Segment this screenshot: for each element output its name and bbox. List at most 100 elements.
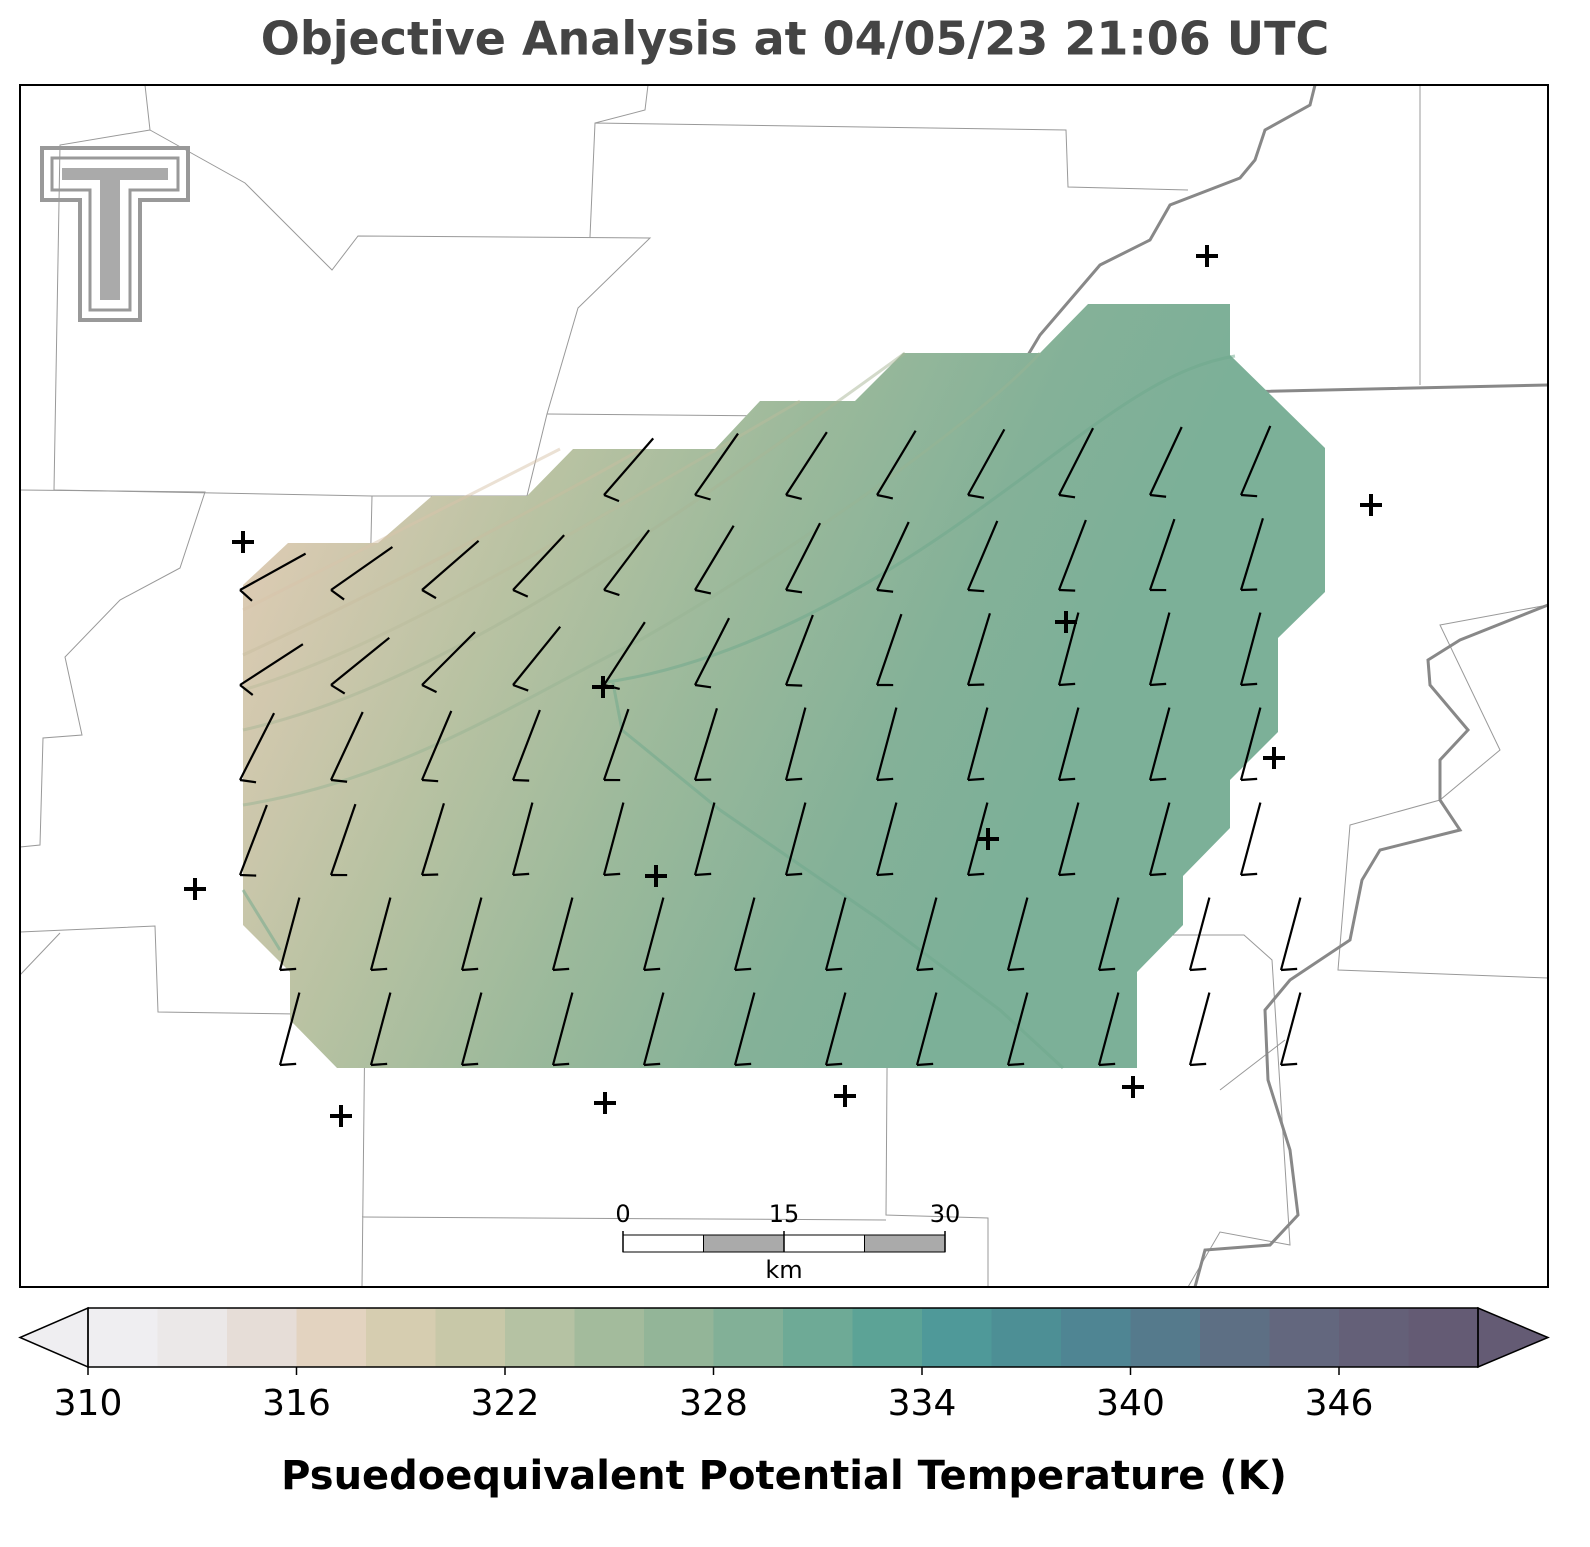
barb-flag [240, 875, 256, 876]
title: Objective Analysis at 04/05/23 21:06 UTC [261, 12, 1330, 66]
barb-flag [1099, 1064, 1115, 1065]
barb-flag [1150, 779, 1166, 780]
barb-flag [1059, 684, 1075, 685]
scale-tick-label: 15 [769, 1200, 800, 1228]
colorbar-label: Psuedoequivalent Potential Temperature (… [281, 1453, 1287, 1499]
colorbar-bin [1409, 1308, 1479, 1367]
colorbar-bin [575, 1308, 645, 1367]
barb-staff [1190, 993, 1209, 1065]
ttu-logo [42, 148, 188, 320]
barb-flag [513, 874, 529, 875]
colorbar-bin [1061, 1308, 1131, 1367]
barb-flag [1241, 495, 1257, 496]
barb-flag [826, 1064, 842, 1065]
barb-staff [1241, 803, 1260, 875]
barb-flag [968, 874, 984, 875]
barb-flag [462, 969, 478, 970]
colorbar-bin [992, 1308, 1062, 1367]
colorbar-tick-label: 340 [1096, 1383, 1165, 1424]
barb-flag [917, 969, 933, 970]
barb-flag [877, 779, 893, 780]
scale-segment [704, 1235, 785, 1252]
barb-flag [695, 779, 711, 780]
barb-flag [1059, 874, 1075, 875]
barb-flag [968, 779, 984, 780]
colorbar-tick-label: 310 [54, 1383, 123, 1424]
colorbar-tick-label: 346 [1305, 1383, 1374, 1424]
barb-flag [1281, 969, 1297, 970]
barb-flag [513, 780, 529, 781]
colorbar-bin [1131, 1308, 1201, 1367]
barb-flag [644, 1064, 660, 1065]
map-panel: 0 15 30 km [20, 85, 1548, 1287]
colorbar-bin [1339, 1308, 1409, 1367]
scale-segment [784, 1235, 865, 1252]
barb-flag [422, 874, 438, 875]
colorbar-bin [88, 1308, 158, 1367]
theta-e-field [243, 304, 1325, 1068]
barb-flag [786, 874, 802, 875]
barb-flag [695, 874, 711, 875]
barb-flag [1008, 969, 1024, 970]
barb-flag [1059, 779, 1075, 780]
colorbar-bin [644, 1308, 714, 1367]
barb-flag [1008, 1064, 1024, 1065]
colorbar-bin [1270, 1308, 1340, 1367]
scale-bar: 0 15 30 km [615, 1200, 960, 1284]
colorbar-bin [783, 1308, 853, 1367]
barb-flag [877, 874, 893, 875]
barb-flag [968, 590, 984, 591]
colorbar-bin [436, 1308, 506, 1367]
barb-flag [604, 874, 620, 875]
barb-flag [1281, 1064, 1297, 1065]
barb-flag [917, 1064, 933, 1065]
scale-segment [865, 1235, 946, 1252]
barb-flag [462, 1064, 478, 1065]
barb-flag [644, 969, 660, 970]
colorbar-tick-label: 328 [679, 1383, 748, 1424]
barb-flag [280, 1064, 296, 1065]
colorbar-bin [297, 1308, 367, 1367]
scale-tick-label: 30 [930, 1200, 961, 1228]
barb-flag [1099, 969, 1115, 970]
barb-flag [826, 969, 842, 970]
barb-flag [1241, 684, 1257, 685]
barb-flag [786, 685, 802, 686]
colorbar: 310 316 322 328 334 340 346 [20, 1308, 1548, 1424]
barb-flag [1150, 874, 1166, 875]
barb-flag [422, 780, 438, 781]
barb-flag [786, 779, 802, 780]
barb-flag [553, 1064, 569, 1065]
scale-unit: km [765, 1256, 802, 1284]
barb-flag [371, 1064, 387, 1065]
barb-flag [735, 1064, 751, 1065]
barb-staff [1281, 993, 1300, 1065]
scale-tick-label: 0 [615, 1200, 630, 1228]
barb-flag [1190, 1064, 1206, 1065]
barb-flag [1241, 874, 1257, 875]
barb-flag [280, 969, 296, 970]
colorbar-bin [158, 1308, 228, 1367]
barb-flag [1150, 684, 1166, 685]
barb-flag [735, 969, 751, 970]
colorbar-tick-label: 334 [888, 1383, 957, 1424]
colorbar-bin [366, 1308, 436, 1367]
colorbar-bin [922, 1308, 992, 1367]
barb-flag [371, 969, 387, 970]
colorbar-tick-label: 322 [471, 1383, 540, 1424]
barb-flag [1190, 969, 1206, 970]
barb-staff [1281, 898, 1300, 970]
colorbar-extend-high [1478, 1308, 1548, 1367]
colorbar-bin [714, 1308, 784, 1367]
colorbar-bin [227, 1308, 297, 1367]
barb-flag [1241, 589, 1257, 590]
barb-staff [280, 993, 299, 1065]
colorbar-bin [853, 1308, 923, 1367]
colorbar-extend-low [20, 1308, 88, 1367]
colorbar-bin [505, 1308, 575, 1367]
colorbar-tick-label: 316 [262, 1383, 331, 1424]
scale-segment [623, 1235, 704, 1252]
barb-flag [1241, 779, 1257, 780]
barb-staff [1190, 898, 1209, 970]
